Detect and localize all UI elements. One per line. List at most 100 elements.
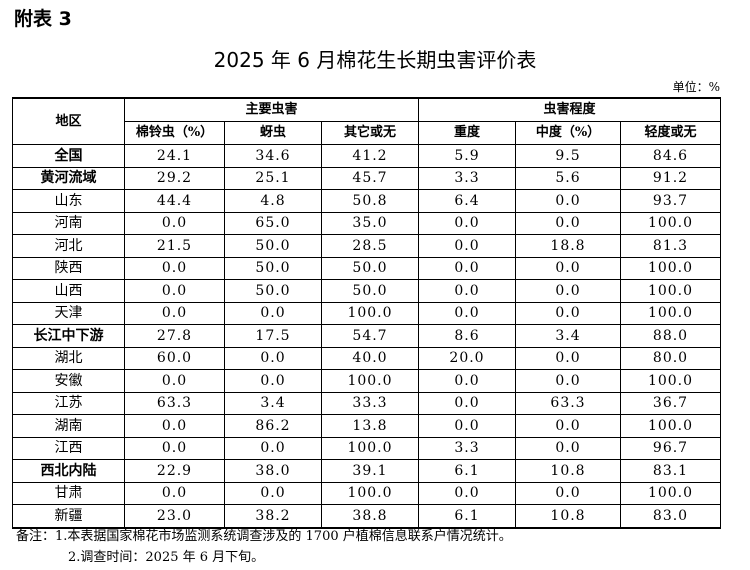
cell-value: 33.3 [321, 391, 419, 415]
cell-value: 41.2 [321, 144, 419, 168]
cell-region: 甘肃 [12, 481, 125, 505]
cell-value: 100.0 [321, 301, 419, 325]
cell-value: 39.1 [321, 459, 419, 483]
cell-region: 山东 [12, 189, 125, 213]
notes: 备注：1.本表据国家棉花市场监测系统调查涉及的 1700 户植棉信息联系户情况统… [16, 526, 512, 568]
table-row: 江西 0.0 0.0 100.0 3.3 0.0 96.7 [12, 436, 721, 460]
header-col-moderate: 中度（%） [515, 121, 621, 145]
cell-value: 0.0 [515, 436, 621, 460]
cell-value: 100.0 [321, 436, 419, 460]
cell-region: 河南 [12, 211, 125, 235]
appendix-label: 附表 3 [14, 8, 72, 30]
cell-value: 0.0 [515, 189, 621, 213]
cell-value: 0.0 [224, 301, 322, 325]
cell-value: 100.0 [620, 256, 721, 280]
cell-value: 88.0 [620, 324, 721, 348]
cell-value: 25.1 [224, 166, 322, 190]
cell-value: 3.3 [418, 436, 516, 460]
cell-value: 50.8 [321, 189, 419, 213]
cell-value: 0.0 [124, 481, 225, 505]
cell-value: 81.3 [620, 234, 721, 258]
cell-value: 6.1 [418, 459, 516, 483]
cell-value: 29.2 [124, 166, 225, 190]
cell-value: 100.0 [321, 369, 419, 393]
header-group-degree: 虫害程度 [418, 97, 721, 122]
cell-value: 0.0 [224, 481, 322, 505]
cell-value: 96.7 [620, 436, 721, 460]
cell-value: 0.0 [515, 256, 621, 280]
cell-value: 100.0 [620, 414, 721, 438]
header-group-main-pests: 主要虫害 [124, 97, 419, 122]
cell-value: 13.8 [321, 414, 419, 438]
cell-value: 91.2 [620, 166, 721, 190]
table-row: 江苏 63.3 3.4 33.3 0.0 63.3 36.7 [12, 391, 721, 415]
cell-value: 0.0 [124, 436, 225, 460]
cell-value: 3.4 [224, 391, 322, 415]
cell-value: 28.5 [321, 234, 419, 258]
cell-value: 34.6 [224, 144, 322, 168]
cell-value: 38.0 [224, 459, 322, 483]
cell-value: 38.2 [224, 504, 322, 528]
table-row: 山西 0.0 50.0 50.0 0.0 0.0 100.0 [12, 279, 721, 303]
cell-value: 0.0 [515, 414, 621, 438]
cell-value: 0.0 [124, 301, 225, 325]
cell-region: 西北内陆 [12, 459, 125, 483]
cell-value: 23.0 [124, 504, 225, 528]
cell-value: 0.0 [124, 256, 225, 280]
cell-value: 0.0 [418, 301, 516, 325]
cell-value: 54.7 [321, 324, 419, 348]
cell-value: 50.0 [224, 234, 322, 258]
cell-value: 0.0 [515, 481, 621, 505]
note-line-2: 2.调查时间：2025 年 6 月下旬。 [68, 550, 265, 565]
cell-region: 江西 [12, 436, 125, 460]
cell-value: 50.0 [321, 279, 419, 303]
cell-value: 0.0 [418, 234, 516, 258]
cell-value: 45.7 [321, 166, 419, 190]
cell-value: 83.1 [620, 459, 721, 483]
cell-region: 湖北 [12, 346, 125, 370]
cell-value: 0.0 [418, 256, 516, 280]
table-row: 湖北 60.0 0.0 40.0 20.0 0.0 80.0 [12, 346, 721, 370]
cell-region: 全国 [12, 144, 125, 168]
cell-value: 0.0 [224, 436, 322, 460]
cell-value: 0.0 [515, 279, 621, 303]
table-row: 西北内陆 22.9 38.0 39.1 6.1 10.8 83.1 [12, 459, 721, 483]
cell-value: 63.3 [124, 391, 225, 415]
cell-value: 24.1 [124, 144, 225, 168]
cell-value: 44.4 [124, 189, 225, 213]
cell-value: 0.0 [124, 369, 225, 393]
cell-region: 河北 [12, 234, 125, 258]
cell-value: 100.0 [620, 481, 721, 505]
cell-value: 0.0 [515, 211, 621, 235]
cell-value: 5.9 [418, 144, 516, 168]
cell-value: 0.0 [418, 369, 516, 393]
table-row: 陕西 0.0 50.0 50.0 0.0 0.0 100.0 [12, 256, 721, 280]
cell-value: 50.0 [224, 279, 322, 303]
cell-value: 65.0 [224, 211, 322, 235]
table-row: 河南 0.0 65.0 35.0 0.0 0.0 100.0 [12, 211, 721, 235]
cell-value: 27.8 [124, 324, 225, 348]
cell-value: 3.3 [418, 166, 516, 190]
cell-value: 100.0 [620, 301, 721, 325]
cell-value: 100.0 [620, 369, 721, 393]
cell-value: 35.0 [321, 211, 419, 235]
cell-value: 0.0 [418, 414, 516, 438]
table-row: 河北 21.5 50.0 28.5 0.0 18.8 81.3 [12, 234, 721, 258]
cell-value: 6.1 [418, 504, 516, 528]
cell-value: 100.0 [620, 279, 721, 303]
cell-value: 0.0 [124, 414, 225, 438]
cell-value: 38.8 [321, 504, 419, 528]
cell-value: 0.0 [515, 369, 621, 393]
table-row: 湖南 0.0 86.2 13.8 0.0 0.0 100.0 [12, 414, 721, 438]
pest-evaluation-table: 地区 主要虫害 虫害程度 棉铃虫（%） 蚜虫 其它或无 重度 中度（%） 轻度或… [12, 97, 721, 529]
cell-value: 6.4 [418, 189, 516, 213]
note-line-1: 备注：1.本表据国家棉花市场监测系统调查涉及的 1700 户植棉信息联系户情况统… [16, 529, 512, 544]
cell-value: 40.0 [321, 346, 419, 370]
cell-value: 22.9 [124, 459, 225, 483]
header-col-severe: 重度 [418, 121, 516, 145]
table-row: 甘肃 0.0 0.0 100.0 0.0 0.0 100.0 [12, 481, 721, 505]
unit-label: 单位：% [672, 80, 720, 94]
cell-region: 天津 [12, 301, 125, 325]
cell-value: 36.7 [620, 391, 721, 415]
table-row: 黄河流域 29.2 25.1 45.7 3.3 5.6 91.2 [12, 166, 721, 190]
